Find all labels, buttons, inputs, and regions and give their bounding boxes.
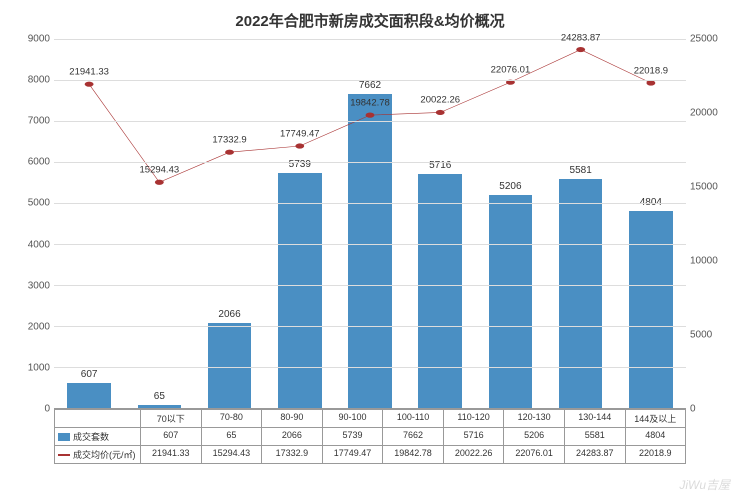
plot-row: 0100020003000400050006000700080009000 60… — [12, 39, 728, 409]
line-marker — [366, 113, 375, 118]
y-right-tick: 10000 — [690, 256, 718, 267]
grid-line — [54, 203, 686, 204]
line-marker — [576, 47, 585, 52]
cat-cell: 130-144 — [565, 410, 626, 427]
line-value-label: 22076.01 — [491, 65, 531, 76]
line-value-label: 19842.78 — [350, 98, 390, 109]
line-cell-val: 22076.01 — [504, 446, 565, 463]
table-row-categories: 70以下70-8080-9090-100100-110110-120120-13… — [55, 409, 685, 427]
y-left-tick: 2000 — [28, 321, 50, 332]
line-cell-val: 17332.9 — [262, 446, 323, 463]
y-left-tick: 3000 — [28, 280, 50, 291]
cat-cell: 80-90 — [262, 410, 323, 427]
bar-cell-val: 2066 — [262, 428, 323, 445]
line-cell-val: 22018.9 — [626, 446, 686, 463]
line-value-label: 24283.87 — [561, 32, 601, 43]
y-left-tick: 8000 — [28, 75, 50, 86]
chart-container: 2022年合肥市新房成交面积段&均价概况 0 1000 2000 3000 4000 50… — [0, 0, 740, 501]
line-value-label: 17332.9 — [212, 135, 246, 146]
line-cell-val: 17749.47 — [323, 446, 384, 463]
cat-cell: 144及以上 — [626, 410, 686, 427]
grid-line — [54, 244, 686, 245]
y-left-tick: 0 — [44, 404, 50, 415]
legend-line-label: 成交均价(元/㎡) — [73, 448, 136, 461]
table-header-blank — [55, 410, 141, 427]
grid-line — [54, 285, 686, 286]
line-cell-val: 24283.87 — [565, 446, 626, 463]
cat-cell: 100-110 — [383, 410, 444, 427]
line-value-label: 15294.43 — [140, 165, 180, 176]
watermark: JiWu吉屋 — [679, 476, 730, 493]
cat-cell: 70-80 — [202, 410, 263, 427]
y-left-tick: 7000 — [28, 116, 50, 127]
line-cell-val: 15294.43 — [202, 446, 263, 463]
grid-line — [54, 162, 686, 163]
bar-cell-val: 65 — [202, 428, 263, 445]
line-marker — [646, 80, 655, 85]
legend-mark-line — [58, 454, 70, 456]
legend-bar: 成交套数 — [55, 428, 141, 445]
bar-cell-val: 7662 — [383, 428, 444, 445]
data-table: 70以下70-8080-9090-100100-110110-120120-13… — [54, 409, 686, 464]
cat-cell: 120-130 — [504, 410, 565, 427]
legend-bar-label: 成交套数 — [73, 430, 109, 443]
bar-cell-val: 4804 — [626, 428, 686, 445]
y-left-tick: 9000 — [28, 34, 50, 45]
y-left-tick: 6000 — [28, 157, 50, 168]
line-value-label: 17749.47 — [280, 128, 320, 139]
bar-cell-val: 5581 — [565, 428, 626, 445]
line-marker — [85, 82, 94, 87]
plot-area: 607652066573976625716520655814804 21941.… — [54, 39, 686, 409]
bar-cell-val: 5739 — [323, 428, 384, 445]
bar-cell-val: 5206 — [504, 428, 565, 445]
bar-cell-val: 607 — [141, 428, 202, 445]
grid-line — [54, 367, 686, 368]
y-right-tick: 15000 — [690, 182, 718, 193]
line-marker — [436, 110, 445, 115]
cat-cell: 110-120 — [444, 410, 505, 427]
table-row-bars: 成交套数 607652066573976625716520655814804 — [55, 427, 685, 445]
legend-line: 成交均价(元/㎡) — [55, 446, 141, 463]
line-marker — [225, 150, 234, 155]
legend-mark-bar — [58, 433, 70, 441]
line-cell-val: 19842.78 — [383, 446, 444, 463]
line-value-label: 21941.33 — [69, 67, 109, 78]
grid-line — [54, 326, 686, 327]
y-right-tick: 5000 — [690, 330, 712, 341]
cat-cell: 90-100 — [323, 410, 384, 427]
chart-title: 2022年合肥市新房成交面积段&均价概况 — [12, 10, 728, 31]
y-left-tick: 5000 — [28, 198, 50, 209]
y-left-tick: 4000 — [28, 239, 50, 250]
line-cell-val: 20022.26 — [444, 446, 505, 463]
cat-cell: 70以下 — [141, 410, 202, 427]
y-left-tick: 1000 — [28, 362, 50, 373]
line-marker — [295, 143, 304, 148]
line-value-label: 22018.9 — [634, 65, 668, 76]
line-layer — [54, 39, 686, 408]
bar-cell-val: 5716 — [444, 428, 505, 445]
y-axis-right: 0500010000150002000025000 — [686, 39, 728, 409]
y-axis-left: 0100020003000400050006000700080009000 — [12, 39, 54, 409]
grid-line — [54, 121, 686, 122]
y-right-tick: 0 — [690, 404, 696, 415]
grid-line — [54, 80, 686, 81]
line-value-label: 20022.26 — [420, 95, 460, 106]
line-cell-val: 21941.33 — [141, 446, 202, 463]
y-right-tick: 20000 — [690, 108, 718, 119]
y-right-tick: 25000 — [690, 34, 718, 45]
line-marker — [155, 180, 164, 185]
table-row-line: 成交均价(元/㎡) 21941.3315294.4317332.917749.4… — [55, 445, 685, 463]
